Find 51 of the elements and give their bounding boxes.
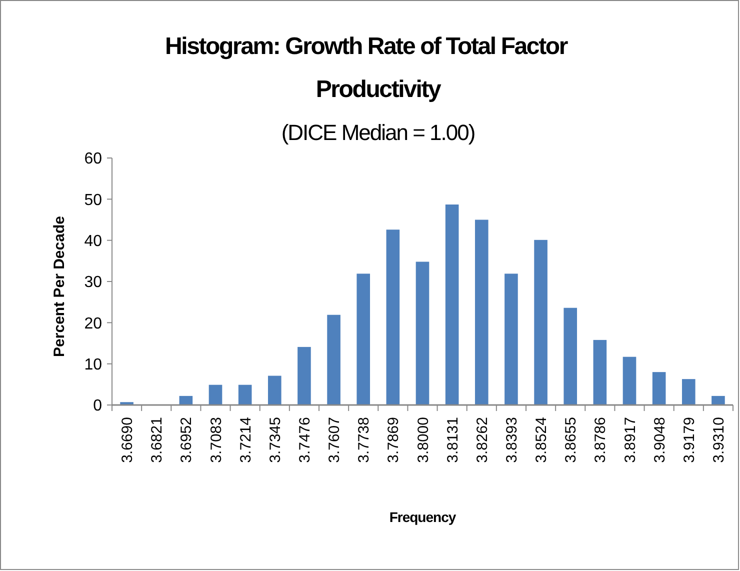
chart-subtitle: (DICE Median = 1.00) (281, 120, 475, 145)
x-tick-label: 3.8262 (474, 417, 491, 463)
x-tick-label: 3.8000 (414, 417, 432, 463)
x-tick-label: 3.8131 (444, 417, 462, 463)
x-tick-label: 3.7345 (266, 417, 284, 463)
y-tick-label: 0 (93, 398, 102, 415)
bar (238, 384, 252, 405)
x-tick-label: 3.9048 (651, 417, 668, 463)
bar (682, 379, 696, 405)
bar (474, 220, 488, 405)
bar (208, 384, 222, 405)
x-tick-label: 3.9310 (710, 417, 728, 463)
x-tick-label: 3.7738 (356, 417, 373, 463)
x-tick-label: 3.7083 (208, 417, 225, 463)
x-tick-label: 3.8786 (592, 417, 610, 463)
bar (504, 274, 518, 405)
bar (386, 230, 400, 405)
bar (622, 356, 636, 405)
chart-title: Histogram: Growth Rate of Total Factor Productivity (165, 33, 568, 103)
y-tick-label: 50 (84, 192, 102, 209)
bar (712, 396, 725, 405)
bar (416, 262, 430, 405)
x-tick-label: 3.7214 (237, 417, 254, 463)
x-tick-label: 3.9179 (680, 417, 698, 463)
bar (268, 376, 282, 405)
x-tick-label: 3.6952 (178, 417, 196, 463)
bar (298, 346, 311, 405)
y-tick-label: 30 (84, 274, 102, 292)
x-tick-label: 3.7607 (326, 417, 344, 463)
bar (445, 204, 459, 405)
bar (327, 314, 340, 405)
y-axis-title: Percent Per Decade (51, 216, 68, 357)
x-tick-label: 3.6690 (119, 417, 136, 463)
x-tick-label: 3.7476 (296, 417, 314, 463)
x-tick-label: 3.6821 (148, 417, 166, 463)
y-tick-label: 20 (84, 315, 102, 332)
bar (593, 340, 607, 405)
x-tick-label: 3.8655 (562, 417, 580, 463)
bar (564, 308, 578, 405)
x-tick-label: 3.8524 (533, 417, 550, 463)
x-tick-label: 3.7869 (385, 417, 402, 463)
x-axis-title: Frequency (389, 509, 456, 525)
bar (356, 274, 370, 405)
y-tick-label: 10 (84, 356, 102, 374)
x-tick-label: 3.8393 (503, 417, 520, 463)
bar (652, 372, 666, 405)
x-tick-label: 3.8917 (622, 417, 639, 463)
y-tick-label: 60 (84, 150, 102, 168)
y-tick-label: 40 (84, 232, 102, 250)
bar (534, 240, 548, 405)
bar (179, 396, 193, 405)
